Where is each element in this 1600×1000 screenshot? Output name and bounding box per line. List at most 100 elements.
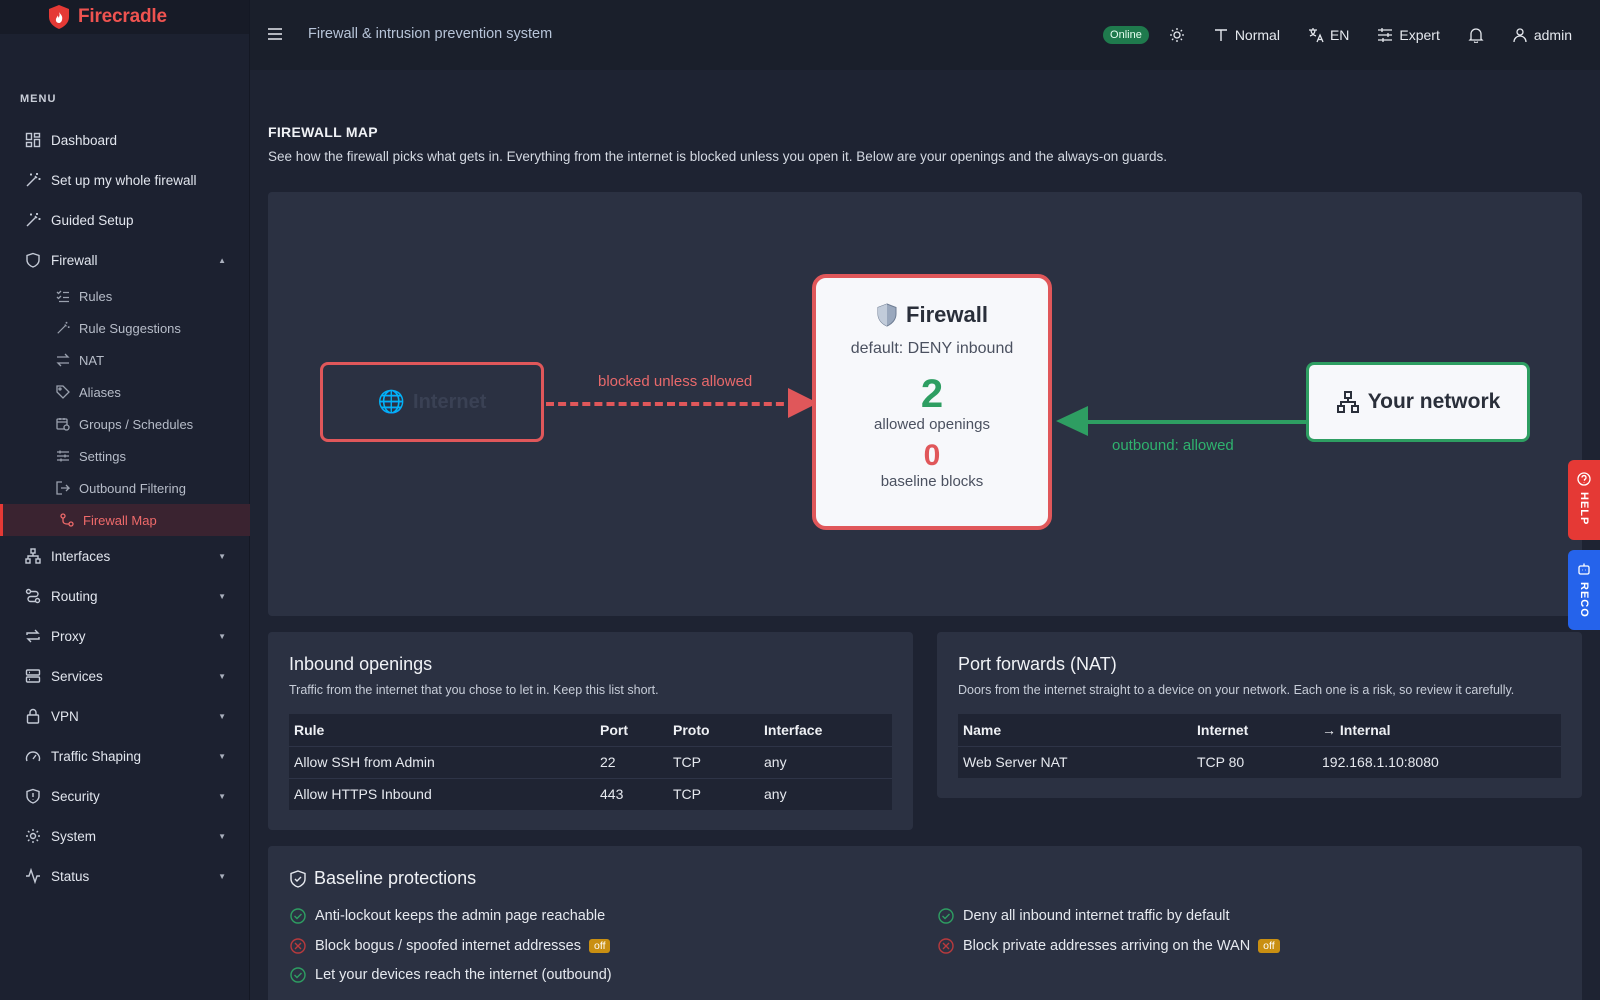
sidebar-item-routing[interactable]: Routing ▼ xyxy=(0,576,250,616)
sidebar-item-label: VPN xyxy=(51,708,79,724)
sidebar-item-label: Routing xyxy=(51,588,98,604)
table-row[interactable]: Web Server NAT TCP 80 192.168.1.10:8080 xyxy=(958,745,1561,778)
user-menu-button[interactable]: admin xyxy=(1512,27,1572,43)
sidebar-subitem-firewall-map[interactable]: Firewall Map xyxy=(0,504,250,536)
caret-down-icon: ▼ xyxy=(218,751,226,761)
brand[interactable]: Firecradle xyxy=(0,0,249,34)
internet-node: 🌐 Internet xyxy=(320,362,544,442)
sidebar: Firecradle MENU Dashboard Set up my whol… xyxy=(0,0,250,1000)
mode-button[interactable]: Expert xyxy=(1377,27,1440,43)
sidebar-subitem-groups-schedules[interactable]: Groups / Schedules xyxy=(0,408,250,440)
user-name: admin xyxy=(1533,27,1572,43)
column-header: → Internal xyxy=(1317,714,1561,746)
column-header: Proto xyxy=(668,714,759,746)
baseline-blocks-label: baseline blocks xyxy=(880,473,984,490)
help-tab[interactable]: HELP xyxy=(1568,460,1600,540)
sidebar-item-guided-setup[interactable]: Guided Setup xyxy=(0,200,250,240)
allowed-openings-label: allowed openings xyxy=(874,416,990,433)
sidebar-item-services[interactable]: Services ▼ xyxy=(0,656,250,696)
gauge-icon xyxy=(24,747,42,765)
sidebar-item-status[interactable]: Status ▼ xyxy=(0,856,250,896)
baseline-item-label: Anti-lockout keeps the admin page reacha… xyxy=(315,908,606,924)
interface-cell: any xyxy=(759,745,892,778)
notifications-button[interactable] xyxy=(1468,27,1484,43)
network-node-label: Your network xyxy=(1367,390,1501,413)
sidebar-subitem-outbound-filtering[interactable]: Outbound Filtering xyxy=(0,472,250,504)
brand-name: Firecradle xyxy=(78,6,167,27)
check-circle-icon xyxy=(290,967,306,983)
shield-check-icon xyxy=(290,869,306,888)
route-icon xyxy=(24,587,42,605)
port-cell: 443 xyxy=(595,777,668,810)
sidebar-subitem-settings[interactable]: Settings xyxy=(0,440,250,472)
language-label: EN xyxy=(1329,27,1350,43)
name-cell: Web Server NAT xyxy=(958,745,1192,778)
sidebar-item-proxy[interactable]: Proxy ▼ xyxy=(0,616,250,656)
sidebar-subitem-rules[interactable]: Rules xyxy=(0,280,250,312)
outbound-traffic-line xyxy=(1084,420,1306,424)
user-icon xyxy=(1513,28,1527,43)
column-header: Rule xyxy=(289,714,595,746)
sidebar-subitem-label: Settings xyxy=(79,448,126,464)
repeat-arrows-icon xyxy=(24,627,42,645)
shield-icon xyxy=(24,251,42,269)
column-header: Port xyxy=(595,714,668,746)
language-button[interactable]: EN xyxy=(1308,27,1349,43)
baseline-blocks-count: 0 xyxy=(923,439,941,472)
menu-title: MENU xyxy=(20,93,57,105)
sidebar-item-interfaces[interactable]: Interfaces ▼ xyxy=(0,536,250,576)
text-size-icon xyxy=(1214,29,1227,41)
exit-arrow-icon xyxy=(55,481,70,496)
port-cell: 22 xyxy=(595,745,668,778)
sidebar-item-firewall[interactable]: Firewall ▲ xyxy=(0,240,250,280)
baseline-item-block-private: Block private addresses arriving on the … xyxy=(938,938,1280,954)
table-row[interactable]: Allow HTTPS Inbound 443 TCP any xyxy=(289,777,892,810)
page-header-title: Firewall & intrusion prevention system xyxy=(308,26,553,42)
route-map-icon xyxy=(59,513,74,528)
topbar-actions: Online Normal EN Expert admin xyxy=(1103,0,1600,70)
reco-tab[interactable]: RECO xyxy=(1568,550,1600,630)
sidebar-item-traffic-shaping[interactable]: Traffic Shaping ▼ xyxy=(0,736,250,776)
sidebar-subitem-rule-suggestions[interactable]: Rule Suggestions xyxy=(0,312,250,344)
page-title: FIREWALL MAP xyxy=(268,124,378,140)
proto-cell: TCP xyxy=(668,745,759,778)
sidebar-item-label: Proxy xyxy=(51,628,86,644)
sidebar-item-label: Status xyxy=(51,868,90,884)
outbound-traffic-label: outbound: allowed xyxy=(1112,437,1234,454)
inbound-openings-title: Inbound openings xyxy=(289,654,433,674)
inbound-openings-card: Inbound openings Traffic from the intern… xyxy=(268,632,913,830)
baseline-item-block-bogus: Block bogus / spoofed internet addresses… xyxy=(290,938,611,954)
shield-icon xyxy=(877,303,897,327)
robot-icon xyxy=(1578,563,1590,575)
sidebar-item-security[interactable]: Security ▼ xyxy=(0,776,250,816)
sidebar-subitem-nat[interactable]: NAT xyxy=(0,344,250,376)
mode-label: Expert xyxy=(1399,27,1440,43)
server-icon xyxy=(24,667,42,685)
arrows-left-right-icon xyxy=(55,353,70,368)
sliders-icon xyxy=(1378,28,1393,42)
text-size-button[interactable]: Normal xyxy=(1213,27,1280,43)
column-header: Interface xyxy=(759,714,892,746)
sidebar-subitem-label: Firewall Map xyxy=(83,512,157,528)
check-circle-icon xyxy=(938,908,954,924)
caret-down-icon: ▼ xyxy=(218,631,226,641)
sidebar-subitem-label: Outbound Filtering xyxy=(79,480,186,496)
calendar-clock-icon xyxy=(55,417,70,432)
gear-icon xyxy=(24,827,42,845)
port-forwards-table: Name Internet → Internal Web Server NAT … xyxy=(958,714,1561,778)
globe-icon: 🌐 xyxy=(377,389,406,414)
hamburger-menu-icon[interactable] xyxy=(268,27,282,41)
theme-toggle-button[interactable] xyxy=(1169,27,1185,43)
sidebar-item-vpn[interactable]: VPN ▼ xyxy=(0,696,250,736)
x-circle-icon xyxy=(938,938,954,954)
sidebar-item-setup-whole-firewall[interactable]: Set up my whole firewall xyxy=(0,160,250,200)
magic-wand-icon xyxy=(24,211,42,229)
table-row[interactable]: Allow SSH from Admin 22 TCP any xyxy=(289,745,892,778)
sidebar-item-system[interactable]: System ▼ xyxy=(0,816,250,856)
baseline-item-label: Deny all inbound internet traffic by def… xyxy=(963,908,1230,924)
sidebar-subitem-aliases[interactable]: Aliases xyxy=(0,376,250,408)
sidebar-item-dashboard[interactable]: Dashboard xyxy=(0,120,250,160)
baseline-item-label: Block bogus / spoofed internet addresses xyxy=(315,938,581,954)
firewall-map-card: 🌐 Internet blocked unless allowed Firewa… xyxy=(268,192,1582,616)
baseline-protections-card: Baseline protections Anti-lockout keeps … xyxy=(268,846,1582,1000)
